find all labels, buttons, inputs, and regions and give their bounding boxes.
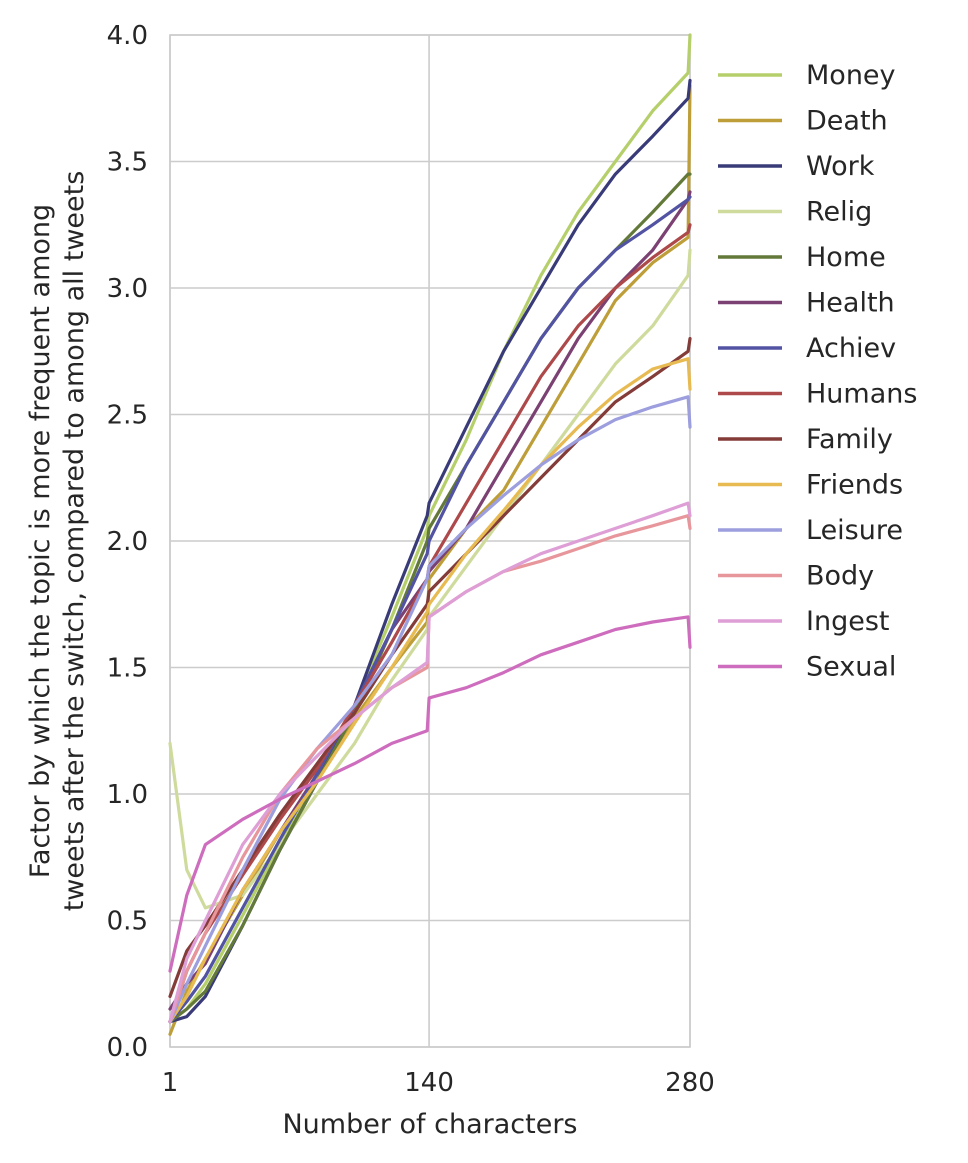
legend-item-death: Death xyxy=(718,106,888,137)
series-line-death xyxy=(168,83,692,1036)
x-tick-label: 140 xyxy=(404,1068,454,1098)
legend-item-sexual: Sexual xyxy=(718,652,896,683)
y-tick-label: 0.0 xyxy=(107,1033,148,1063)
y-tick-label: 2.0 xyxy=(107,527,148,557)
legend-item-humans: Humans xyxy=(718,379,917,410)
legend-item-relig: Relig xyxy=(718,197,872,228)
legend-label: Death xyxy=(806,106,888,137)
series-line-leisure xyxy=(168,395,692,1024)
y-tick-label: 2.5 xyxy=(107,401,148,431)
legend-label: Ingest xyxy=(806,606,889,637)
x-tick-label: 280 xyxy=(665,1068,715,1098)
legend-label: Friends xyxy=(806,470,903,501)
legend-label: Money xyxy=(806,60,896,91)
y-tick-label: 4.0 xyxy=(107,21,148,51)
y-tick-labels: 0.0 0.5 1.0 1.5 2.0 2.5 3.0 3.5 4.0 xyxy=(107,21,148,1063)
y-axis-label-line-1: Factor by which the topic is more freque… xyxy=(25,204,56,878)
series-line-money xyxy=(168,33,692,1024)
legend-item-money: Money xyxy=(718,60,896,91)
x-axis-label: Number of characters xyxy=(282,1109,577,1140)
legend-label: Sexual xyxy=(806,652,896,683)
legend-label: Achiev xyxy=(806,333,896,364)
y-tick-label: 3.5 xyxy=(107,148,148,178)
legend-item-family: Family xyxy=(718,424,893,455)
y-tick-label: 1.0 xyxy=(107,780,148,810)
legend-item-health: Health xyxy=(718,288,895,319)
legend-label: Humans xyxy=(806,379,917,410)
legend-item-body: Body xyxy=(718,561,874,592)
x-tick-labels: 1 140 280 xyxy=(162,1068,715,1098)
legend-label: Body xyxy=(806,561,874,592)
series-line-sexual xyxy=(168,615,692,973)
series-line-achiev xyxy=(168,195,692,1024)
y-axis-label: Factor by which the topic is more freque… xyxy=(25,171,90,912)
series-line-ingest xyxy=(168,501,692,1024)
legend-label: Relig xyxy=(806,197,872,228)
legend-label: Home xyxy=(806,242,886,273)
y-tick-label: 0.5 xyxy=(107,907,148,937)
series-lines xyxy=(168,33,692,1036)
x-tick-label: 1 xyxy=(162,1068,179,1098)
legend-item-achiev: Achiev xyxy=(718,333,896,364)
legend: Money Death Work Relig Home Health Achiev Human… xyxy=(718,60,917,683)
legend-item-ingest: Ingest xyxy=(718,606,889,637)
series-line-friends xyxy=(168,357,692,1024)
legend-label: Work xyxy=(806,151,875,182)
legend-item-leisure: Leisure xyxy=(718,515,903,546)
legend-item-work: Work xyxy=(718,151,875,182)
legend-label: Health xyxy=(806,288,895,319)
y-axis-label-line-2: tweets after the switch, compared to amo… xyxy=(59,171,90,912)
legend-label: Leisure xyxy=(806,515,903,546)
legend-item-home: Home xyxy=(718,242,886,273)
legend-item-friends: Friends xyxy=(718,470,903,501)
plot-frame xyxy=(169,34,691,1048)
y-tick-label: 1.5 xyxy=(107,654,148,684)
y-tick-label: 3.0 xyxy=(107,274,148,304)
legend-label: Family xyxy=(806,424,893,455)
series-line-home xyxy=(168,172,692,1024)
